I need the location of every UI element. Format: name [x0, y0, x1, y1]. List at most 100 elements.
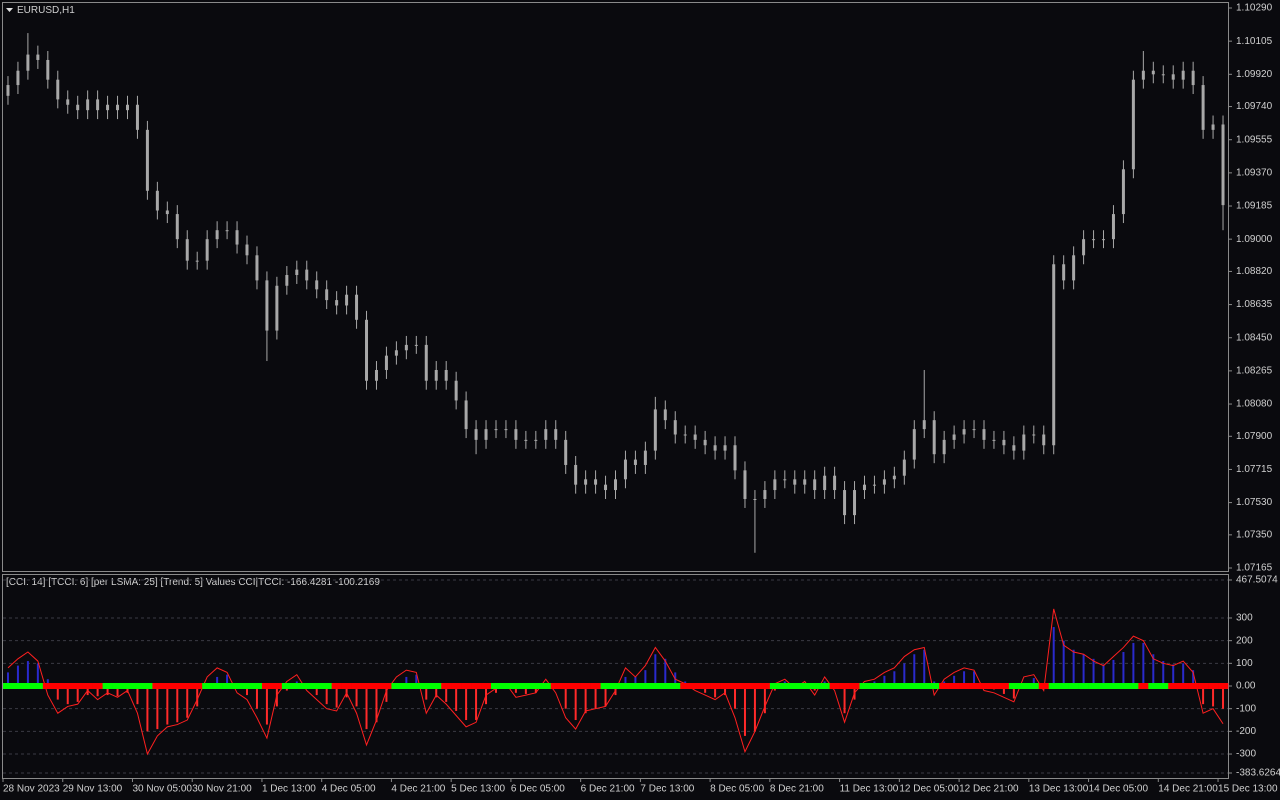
candle-body — [663, 409, 667, 421]
trend-segment — [640, 683, 651, 690]
candle-body — [1161, 74, 1165, 76]
histogram-bar — [116, 686, 119, 697]
chart-title: EURUSD,H1 — [17, 5, 75, 16]
x-tick-label: 13 Dec 13:00 — [1029, 784, 1089, 795]
candle-body — [1002, 439, 1006, 446]
trend-segment — [979, 683, 990, 690]
histogram-bar — [475, 686, 478, 721]
x-tick-label: 14 Dec 05:00 — [1089, 784, 1149, 795]
candle-body — [1062, 264, 1066, 281]
candle-body — [165, 210, 169, 215]
histogram-bar — [883, 675, 886, 687]
candle-body — [285, 275, 289, 286]
histogram-bar — [1092, 658, 1095, 687]
histogram-bar — [246, 686, 249, 696]
candle-body — [902, 459, 906, 476]
histogram-bar — [136, 686, 139, 705]
trend-segment — [122, 683, 133, 690]
candle-body — [1092, 239, 1096, 241]
trend-segment — [799, 683, 811, 690]
histogram-bar — [1182, 663, 1185, 687]
candle-body — [26, 54, 30, 71]
candle-body — [584, 479, 588, 485]
trend-segment — [670, 683, 681, 690]
histogram-bar — [1002, 686, 1005, 694]
candle-body — [205, 239, 209, 261]
trend-segment — [730, 683, 741, 690]
x-tick-label: 12 Dec 05:00 — [899, 784, 959, 795]
trend-segment — [630, 683, 641, 690]
candle-body — [335, 300, 339, 306]
histogram-bar — [375, 686, 378, 723]
histogram-bar — [963, 671, 966, 687]
candle-body — [793, 479, 797, 485]
candle-body — [703, 439, 707, 446]
histogram-bar — [534, 686, 537, 693]
trend-segment — [1018, 683, 1030, 690]
trend-segment — [351, 683, 362, 690]
candle-body — [394, 350, 398, 356]
histogram-bar — [126, 686, 129, 693]
candle-body — [175, 214, 179, 240]
histogram-bar — [763, 686, 766, 714]
x-tick-label: 11 Dec 13:00 — [840, 784, 899, 795]
histogram-bar — [913, 654, 916, 687]
trend-segment — [132, 683, 143, 690]
y-tick-label: -300 — [1236, 749, 1256, 760]
y-tick-label: -383.6264 — [1236, 768, 1280, 779]
y-tick-label: 1.08450 — [1236, 332, 1273, 343]
trend-segment — [182, 683, 193, 690]
candle-body — [653, 409, 657, 451]
trend-segment — [371, 683, 382, 690]
histogram-bar — [186, 686, 189, 718]
histogram-bar — [953, 675, 956, 687]
histogram-bar — [604, 686, 607, 707]
candle-body — [514, 429, 518, 440]
trend-segment — [1158, 683, 1169, 690]
trend-segment — [72, 683, 83, 690]
trend-segment — [769, 683, 781, 690]
trend-segment — [1068, 683, 1079, 690]
trend-segment — [12, 683, 24, 690]
candle-body — [723, 445, 727, 451]
candle-body — [185, 239, 189, 261]
candle-body — [773, 479, 777, 491]
trend-segment — [22, 683, 34, 690]
candle-body — [145, 129, 149, 191]
trend-segment — [471, 683, 482, 690]
trend-segment — [680, 683, 691, 690]
histogram-bar — [66, 686, 69, 705]
trend-segment — [1218, 683, 1229, 690]
histogram-bar — [1212, 686, 1215, 707]
candle-body — [1171, 74, 1175, 80]
candle-body — [76, 104, 80, 111]
trend-segment — [441, 683, 452, 690]
trend-segment — [1008, 683, 1020, 690]
histogram-bar — [76, 686, 79, 702]
histogram-bar — [26, 661, 29, 687]
candle-body — [623, 459, 627, 480]
trend-segment — [152, 683, 163, 690]
candle-body — [46, 59, 50, 80]
histogram-bar — [564, 686, 567, 709]
x-tick-label: 8 Dec 21:00 — [770, 784, 824, 795]
candle-body — [305, 269, 309, 281]
candle-body — [1191, 70, 1195, 86]
x-tick-label: 7 Dec 13:00 — [640, 784, 694, 795]
histogram-bar — [455, 686, 458, 711]
y-tick-label: 1.07715 — [1236, 464, 1273, 475]
histogram-bar — [973, 671, 976, 687]
symbol-menu-icon[interactable] — [6, 8, 13, 12]
trend-segment — [1198, 683, 1209, 690]
candle-body — [1211, 124, 1215, 130]
histogram-bar — [226, 674, 229, 687]
x-tick-label: 8 Dec 05:00 — [710, 784, 764, 795]
candle-body — [1181, 70, 1185, 80]
histogram-bar — [216, 676, 219, 687]
x-tick-label: 4 Dec 05:00 — [322, 784, 376, 795]
candle-body — [365, 319, 369, 381]
candle-body — [494, 429, 498, 431]
candle-body — [783, 479, 787, 481]
histogram-bar — [335, 686, 338, 708]
histogram-bar — [1012, 686, 1015, 699]
